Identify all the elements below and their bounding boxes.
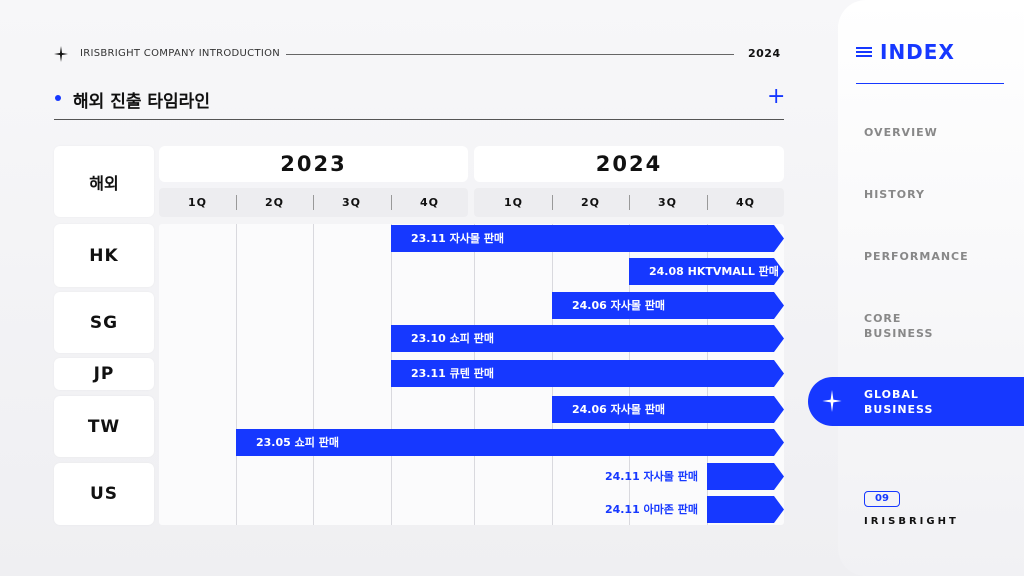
quarter-separator [236,195,237,210]
country-tw: TW [54,396,154,457]
timeline-label-us-own-mall: 24.11 자사몰 판매 [604,470,698,483]
quarter-label: 4Q [735,196,755,209]
timeline-bar-hk-hktvmall: 24.08 HKTVMALL 판매 [629,258,784,285]
quarter-separator [391,195,392,210]
timeline-bar-sg-own-mall: 24.06 자사몰 판매 [552,292,784,319]
quarter-label: 2Q [264,196,284,209]
country-hk: HK [54,224,154,287]
nav-item-history[interactable]: HISTORY [864,188,925,201]
title-divider [54,119,784,120]
nav-item-label: BUSINESS [864,327,934,340]
timeline-bar-tw-shopee: 23.05 쇼피 판매 [236,429,784,456]
nav-item-label: GLOBAL [864,388,919,401]
quarter-separator [552,195,553,210]
index-divider [856,83,1004,84]
nav-item-label: CORE [864,312,902,325]
grid-line [313,224,314,525]
title-bullet [55,95,61,101]
plus-icon[interactable]: + [767,84,786,109]
quarter-label: 1Q [503,196,523,209]
timeline-label-us-amazon: 24.11 아마존 판매 [604,503,698,516]
timeline-bar-tw-own-mall: 24.06 자사몰 판매 [552,396,784,423]
year-2023: 2023 [159,146,468,182]
quarter-separator [707,195,708,210]
quarter-label: 3Q [341,196,361,209]
quarter-label: 3Q [657,196,677,209]
timeline-bar-sg-shopee: 23.10 쇼피 판매 [391,325,784,352]
nav-item-overview[interactable]: OVERVIEW [864,126,938,139]
quarter-separator [629,195,630,210]
nav-item-core-business[interactable]: CORE BUSINESS [864,311,933,341]
timeline-bar-us-amazon [707,496,784,523]
year-2024: 2024 [474,146,784,182]
sparkle-icon [822,390,842,418]
timeline-bar-us-own-mall [707,463,784,490]
quarter-label: 4Q [419,196,439,209]
column-header-overseas: 해외 [54,146,154,217]
nav-item-global-business[interactable]: GLOBAL BUSINESS [864,387,933,417]
timeline-bar-hk-own-mall: 23.11 자사몰 판매 [391,225,784,252]
header-year: 2024 [748,47,781,60]
header-divider [286,54,734,55]
brand-logo: IRISBRIGHT [864,516,959,527]
sparkle-icon [54,46,68,62]
index-sidebar [838,0,1024,576]
nav-item-label: BUSINESS [864,403,934,416]
company-label: IRISBRIGHT COMPANY INTRODUCTION [80,48,281,59]
quarter-separator [313,195,314,210]
country-sg: SG [54,292,154,353]
page-number-badge: 09 [864,491,900,507]
nav-item-global-business-highlight[interactable] [808,377,1024,426]
grid-line [236,224,237,525]
timeline-bar-jp-qoo10: 23.11 큐텐 판매 [391,360,784,387]
nav-item-performance[interactable]: PERFORMANCE [864,250,969,263]
quarter-label: 2Q [580,196,600,209]
country-jp: JP [54,358,154,390]
menu-icon[interactable] [856,44,872,63]
page-title: 해외 진출 타임라인 [73,92,210,112]
index-title: INDEX [880,40,955,64]
quarter-label: 1Q [187,196,207,209]
country-us: US [54,463,154,525]
